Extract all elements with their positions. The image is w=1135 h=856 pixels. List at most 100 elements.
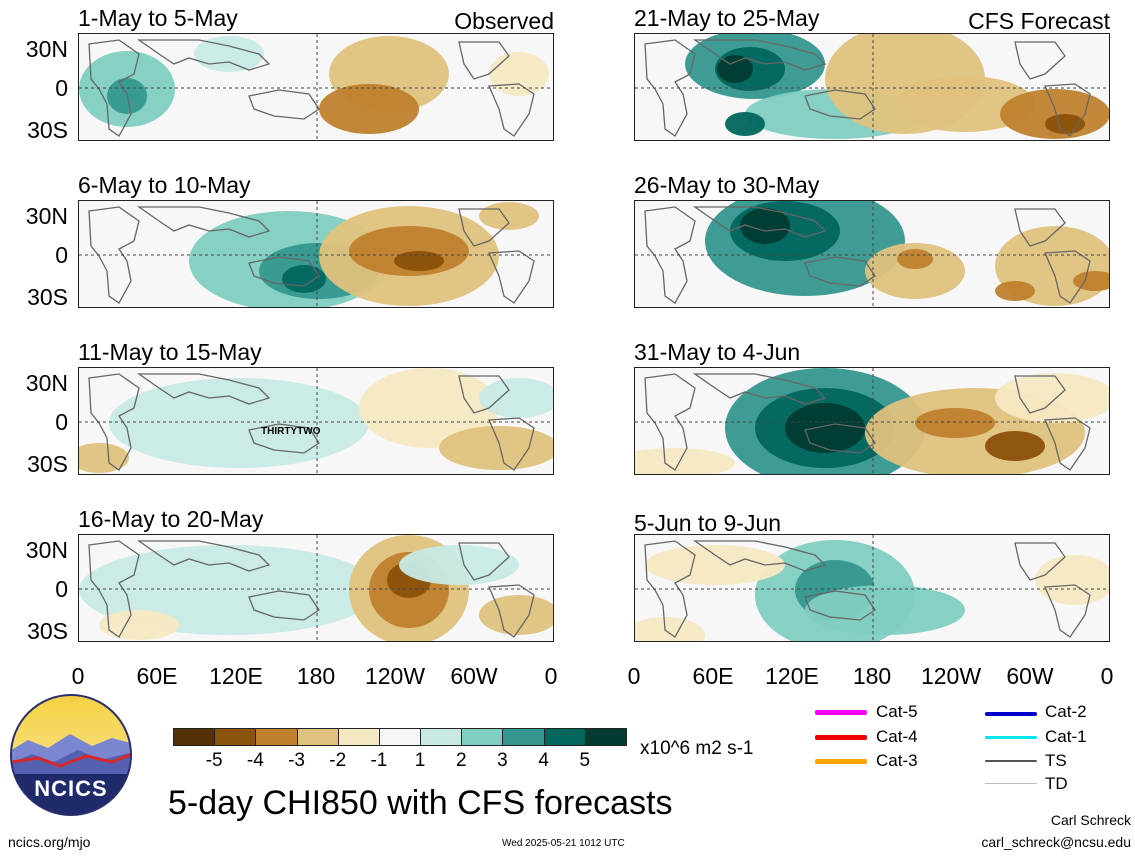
xtick-60e: 60E bbox=[136, 663, 178, 689]
colorbar-cell bbox=[296, 728, 339, 746]
map-panel-5: THIRTYTWO bbox=[78, 367, 554, 475]
coastline bbox=[804, 256, 876, 287]
ytick-30s: 30S bbox=[27, 451, 68, 477]
xtick-120w: 120W bbox=[364, 663, 426, 689]
coastline bbox=[136, 373, 271, 405]
colorbar-label: -4 bbox=[246, 750, 264, 771]
coastline bbox=[136, 206, 271, 238]
colorbar-cell bbox=[502, 728, 545, 746]
xtick-120w: 120W bbox=[920, 663, 982, 689]
coastline bbox=[644, 39, 696, 137]
legend-swatch-cat2 bbox=[985, 712, 1037, 716]
colorbar-label: 3 bbox=[497, 750, 508, 771]
dry-anomaly-region bbox=[79, 443, 129, 473]
panel-title-5: 11-May to 15-May bbox=[78, 339, 262, 365]
dry-anomaly-region bbox=[635, 448, 735, 474]
dry-anomaly-region bbox=[645, 545, 785, 585]
coastline bbox=[458, 41, 510, 80]
coastline bbox=[692, 373, 827, 405]
map-panel-1 bbox=[78, 33, 554, 141]
author-name: Carl Schreck bbox=[1050, 812, 1131, 828]
ytick-30s: 30S bbox=[27, 618, 68, 644]
dry-anomaly-region bbox=[359, 368, 499, 448]
wet-anomaly-region bbox=[109, 378, 369, 468]
coastline bbox=[644, 206, 696, 304]
colorbar-cell bbox=[255, 728, 298, 746]
coastline bbox=[136, 540, 271, 572]
legend-label-ts: TS bbox=[1045, 751, 1067, 770]
coastline bbox=[248, 423, 320, 454]
figure-title: 5-day CHI850 with CFS forecasts bbox=[168, 784, 673, 822]
dry-anomaly-region bbox=[99, 610, 179, 640]
wet-anomaly-region bbox=[725, 112, 765, 136]
coastline bbox=[692, 540, 827, 572]
ytick-30s: 30S bbox=[27, 117, 68, 143]
colorbar-cell bbox=[173, 728, 216, 746]
xtick-120e: 120E bbox=[765, 663, 819, 689]
panel-title-3: 6-May to 10-May bbox=[78, 172, 251, 198]
dry-anomaly-region bbox=[479, 595, 553, 635]
colorbar-label: -1 bbox=[370, 750, 388, 771]
coastline bbox=[1044, 250, 1091, 304]
coastline bbox=[488, 584, 535, 638]
colorbar-label: 4 bbox=[538, 750, 549, 771]
dry-anomaly-region bbox=[995, 281, 1035, 301]
dry-anomaly-region bbox=[915, 408, 995, 438]
coastline bbox=[458, 375, 510, 414]
colorbar-cell bbox=[378, 728, 422, 746]
xtick-60e: 60E bbox=[692, 663, 734, 689]
coastline bbox=[1014, 41, 1066, 80]
legend-swatch-cat1 bbox=[985, 736, 1037, 739]
dry-anomaly-region bbox=[985, 431, 1045, 461]
dry-anomaly-region bbox=[995, 373, 1109, 423]
colorbar-label: -2 bbox=[329, 750, 347, 771]
coastline bbox=[248, 256, 320, 287]
cfs-forecast-label: CFS Forecast bbox=[968, 8, 1110, 34]
map-panel-4 bbox=[634, 200, 1110, 308]
xtick-180: 180 bbox=[296, 663, 336, 689]
legend-swatch-cat5 bbox=[815, 710, 867, 715]
colorbar bbox=[173, 728, 627, 746]
ytick-30n: 30N bbox=[25, 36, 68, 62]
coastline bbox=[88, 373, 140, 471]
wet-anomaly-region bbox=[785, 403, 865, 453]
dry-anomaly-region bbox=[865, 243, 965, 299]
ytick-0: 0 bbox=[55, 576, 68, 602]
colorbar-cell bbox=[420, 728, 463, 746]
wet-anomaly-region bbox=[194, 36, 264, 72]
legend-label-cat5: Cat-5 bbox=[876, 702, 918, 721]
map-panel-3 bbox=[78, 200, 554, 308]
storm-annotation: THIRTYTWO bbox=[261, 426, 321, 437]
ytick-0: 0 bbox=[55, 242, 68, 268]
legend-swatch-td bbox=[985, 783, 1037, 784]
xtick-0: 0 bbox=[627, 663, 641, 689]
ytick-0: 0 bbox=[55, 409, 68, 435]
coastline bbox=[458, 542, 510, 581]
dry-anomaly-region bbox=[635, 617, 705, 641]
dry-anomaly-region bbox=[897, 249, 933, 269]
colorbar-units: x10^6 m2 s-1 bbox=[640, 738, 754, 759]
dry-anomaly-region bbox=[394, 251, 444, 271]
logo-text: NCICS bbox=[34, 776, 107, 801]
panel-title-6: 31-May to 4-Jun bbox=[634, 339, 801, 365]
dry-anomaly-region bbox=[319, 84, 419, 134]
coastline bbox=[804, 423, 876, 454]
coastline bbox=[1014, 542, 1066, 581]
coastline bbox=[136, 39, 271, 71]
coastline bbox=[488, 250, 535, 304]
map-panel-6 bbox=[634, 367, 1110, 475]
source-url[interactable]: ncics.org/mjo bbox=[8, 834, 91, 850]
colorbar-cell bbox=[214, 728, 257, 746]
dry-anomaly-region bbox=[489, 52, 549, 96]
coastline bbox=[88, 540, 140, 638]
xtick-180: 180 bbox=[852, 663, 892, 689]
legend-swatch-cat3 bbox=[815, 759, 867, 764]
dry-anomaly-region bbox=[439, 426, 553, 470]
colorbar-cell bbox=[461, 728, 504, 746]
panel-title-7: 16-May to 20-May bbox=[78, 506, 264, 532]
author-email[interactable]: carl_schreck@ncsu.edu bbox=[981, 834, 1131, 850]
coastline bbox=[692, 39, 827, 71]
timestamp: Wed 2025-05-21 1012 UTC bbox=[502, 838, 625, 849]
panel-title-1: 1-May to 5-May bbox=[78, 5, 238, 31]
observed-label: Observed bbox=[454, 8, 554, 34]
